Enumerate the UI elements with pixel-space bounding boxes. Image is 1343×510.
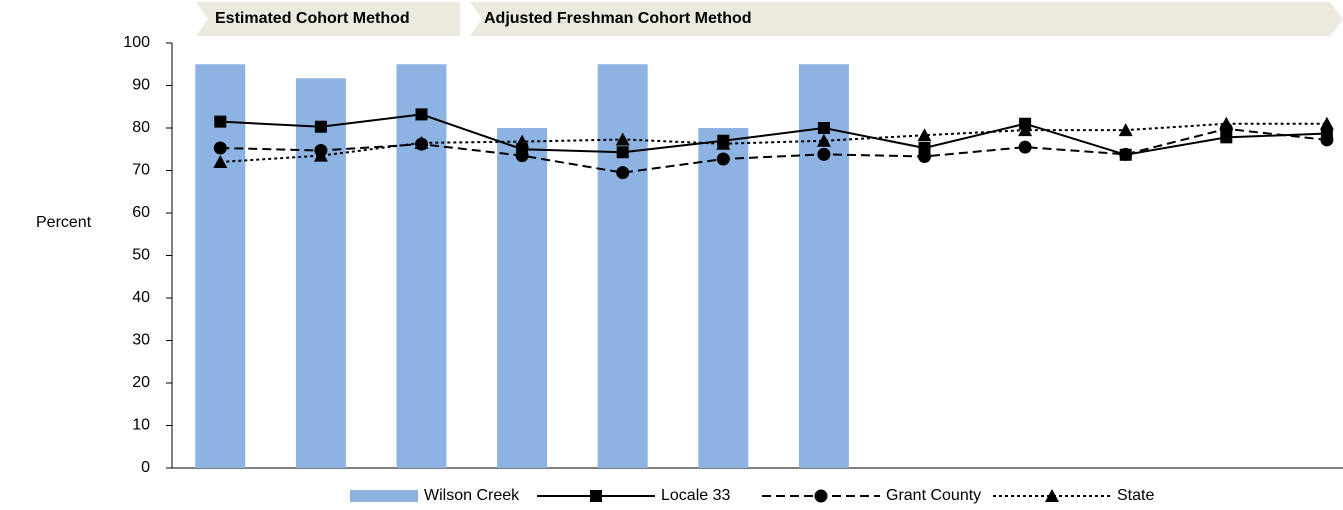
marker [716,136,731,150]
y-tick-label: 50 [132,247,150,264]
legend-marker [814,489,828,503]
bar [396,64,447,468]
y-tick-label: 80 [132,119,150,136]
y-tick-label: 70 [132,162,150,179]
y-axis-label: Percent [36,214,92,231]
marker [817,147,831,161]
marker [1320,133,1334,147]
marker [917,128,932,142]
marker [1018,123,1033,137]
marker [515,134,530,148]
marker [1119,147,1133,161]
marker [515,149,529,163]
y-tick-label: 60 [132,204,150,221]
legend-label: Grant County [886,487,981,504]
marker [214,115,227,128]
y-tick-label: 40 [132,289,150,306]
marker [313,148,328,162]
marker [1219,116,1234,130]
bar [195,64,246,468]
bar [295,78,346,469]
line [220,113,1327,156]
marker [1018,140,1032,154]
legend-label: Locale 33 [661,487,730,504]
legend-marker [1045,489,1059,502]
marker [918,149,931,163]
y-tick-label: 100 [123,34,150,51]
y-tick-label: 90 [132,77,150,94]
banner-label: Adjusted Freshman Cohort Method [484,10,752,27]
marker [616,146,629,159]
marker [415,108,428,121]
legend-label: Wilson Creek [424,487,520,504]
banner [470,2,1343,36]
line [220,127,1328,174]
legend-swatch [350,490,418,502]
banner [196,2,460,36]
bar [497,128,548,468]
line [220,122,1327,163]
marker [1319,116,1334,130]
marker [615,132,630,146]
marker [414,135,429,149]
bar [597,64,648,468]
legend-marker [590,490,602,502]
y-tick-label: 0 [141,459,150,476]
marker [716,152,730,166]
marker [816,133,831,147]
y-tick-label: 20 [132,374,150,391]
marker [314,120,327,133]
marker [213,155,228,168]
banner-label: Estimated Cohort Method [215,10,410,27]
y-tick-label: 30 [132,332,150,349]
marker [817,122,830,134]
marker [213,141,227,155]
bar [698,128,749,468]
marker [616,166,630,180]
y-tick-label: 10 [132,417,150,434]
marker [1118,123,1133,137]
legend-label: State [1117,487,1154,504]
